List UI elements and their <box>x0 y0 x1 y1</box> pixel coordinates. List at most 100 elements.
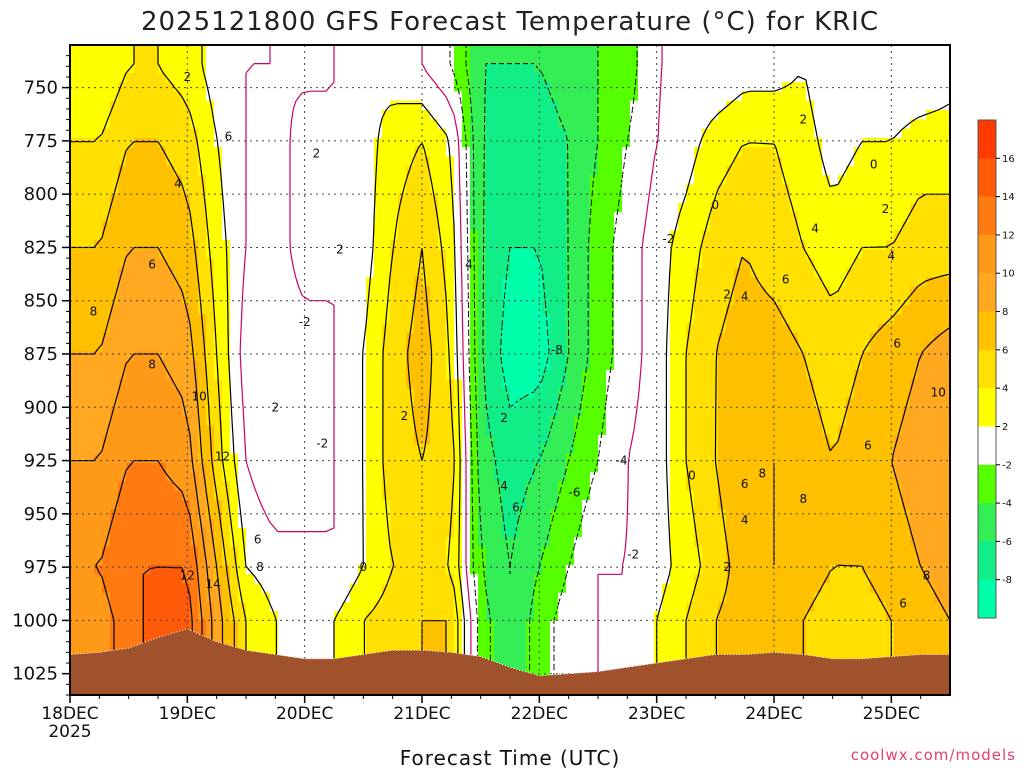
temperature-cell <box>190 416 199 427</box>
temperature-cell <box>142 221 151 232</box>
temperature-cell <box>910 119 919 130</box>
temperature-cell <box>558 351 567 362</box>
temperature-cell <box>262 54 271 65</box>
temperature-cell <box>502 416 511 427</box>
temperature-cell <box>222 165 231 176</box>
temperature-cell <box>502 360 511 371</box>
temperature-cell <box>790 295 799 306</box>
temperature-cell <box>286 388 295 399</box>
temperature-cell <box>206 379 215 390</box>
temperature-cell <box>518 342 527 353</box>
temperature-cell <box>502 351 511 362</box>
temperature-cell <box>670 63 679 74</box>
temperature-cell <box>782 202 791 213</box>
temperature-cell <box>278 444 287 455</box>
temperature-cell <box>718 295 727 306</box>
temperature-cell <box>486 351 495 362</box>
temperature-cell <box>590 379 599 390</box>
temperature-cell <box>126 156 135 167</box>
temperature-cell <box>566 147 575 158</box>
temperature-cell <box>302 342 311 353</box>
temperature-cell <box>862 416 871 427</box>
temperature-cell <box>390 249 399 260</box>
temperature-cell <box>686 63 695 74</box>
temperature-cell <box>646 370 655 380</box>
temperature-cell <box>502 323 511 334</box>
temperature-cell <box>110 100 119 111</box>
temperature-cell <box>270 72 279 83</box>
temperature-cell <box>534 388 543 399</box>
temperature-cell <box>798 453 807 464</box>
temperature-cell <box>598 425 607 436</box>
temperature-cell <box>934 425 943 436</box>
temperature-cell <box>278 230 287 241</box>
temperature-cell <box>830 342 839 353</box>
temperature-cell <box>918 360 927 371</box>
temperature-cell <box>190 54 199 65</box>
temperature-cell <box>326 351 335 362</box>
temperature-cell <box>494 407 503 418</box>
temperature-cell <box>678 165 687 176</box>
temperature-cell <box>230 193 239 204</box>
temperature-cell <box>486 82 495 93</box>
temperature-cell <box>390 137 399 148</box>
temperature-cell <box>606 351 615 362</box>
temperature-cell <box>550 212 559 223</box>
temperature-cell <box>678 54 687 65</box>
temperature-cell <box>902 277 911 288</box>
temperature-cell <box>638 425 647 436</box>
temperature-cell <box>270 175 279 185</box>
temperature-cell <box>206 156 215 167</box>
temperature-cell <box>606 193 615 204</box>
temperature-cell <box>662 100 671 111</box>
temperature-cell <box>334 54 343 65</box>
temperature-cell <box>166 54 175 65</box>
temperature-cell <box>86 82 95 93</box>
temperature-cell <box>270 221 279 232</box>
temperature-cell <box>342 54 351 65</box>
temperature-cell <box>470 212 479 223</box>
temperature-cell <box>654 435 663 445</box>
temperature-cell <box>774 82 783 93</box>
temperature-cell <box>686 453 695 464</box>
temperature-cell <box>350 379 359 390</box>
temperature-cell <box>310 462 319 473</box>
temperature-cell <box>766 240 775 250</box>
temperature-cell <box>798 360 807 371</box>
temperature-cell <box>206 147 215 158</box>
temperature-cell <box>766 82 775 93</box>
temperature-cell <box>926 444 935 455</box>
temperature-cell <box>382 435 391 445</box>
temperature-cell <box>262 128 271 139</box>
temperature-cell <box>134 156 143 167</box>
temperature-cell <box>326 305 335 315</box>
temperature-cell <box>534 147 543 158</box>
temperature-cell <box>614 147 623 158</box>
temperature-cell <box>702 202 711 213</box>
temperature-cell <box>662 165 671 176</box>
temperature-cell <box>526 416 535 427</box>
temperature-cell <box>230 388 239 399</box>
temperature-cell <box>294 221 303 232</box>
temperature-cell <box>294 277 303 288</box>
temperature-cell <box>126 277 135 288</box>
temperature-cell <box>318 351 327 362</box>
temperature-cell <box>910 388 919 399</box>
temperature-cell <box>886 397 895 408</box>
temperature-cell <box>654 175 663 185</box>
temperature-cell <box>758 202 767 213</box>
temperature-cell <box>870 156 879 167</box>
temperature-cell <box>126 230 135 241</box>
temperature-cell <box>686 221 695 232</box>
temperature-cell <box>430 267 439 278</box>
temperature-cell <box>750 286 759 297</box>
temperature-cell <box>398 72 407 83</box>
temperature-cell <box>430 305 439 315</box>
temperature-cell <box>886 147 895 158</box>
temperature-cell <box>270 379 279 390</box>
temperature-cell <box>262 277 271 288</box>
temperature-cell <box>102 184 111 195</box>
temperature-cell <box>390 416 399 427</box>
temperature-cell <box>630 379 639 390</box>
temperature-cell <box>582 249 591 260</box>
